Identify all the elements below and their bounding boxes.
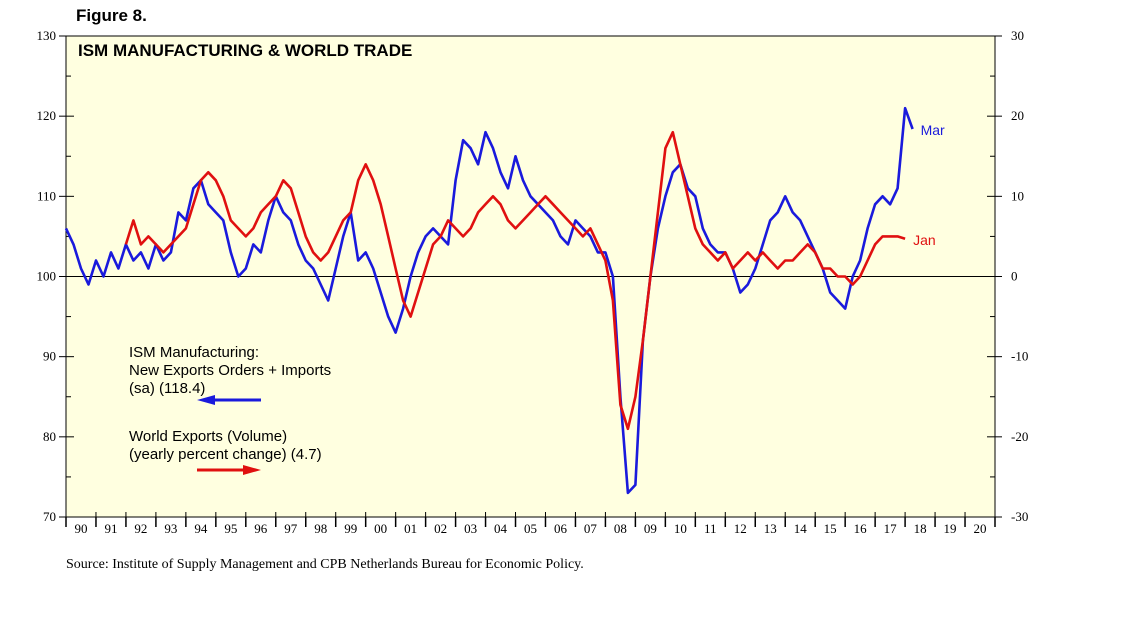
left-tick-label: 100 [37, 269, 57, 284]
x-tick-label: 14 [794, 521, 808, 536]
left-tick-label: 90 [43, 349, 56, 364]
ism-series-line [64, 106, 914, 495]
ism-end-label: Mar [921, 122, 945, 138]
left-tick-label: 110 [37, 188, 56, 203]
x-tick-label: 13 [764, 521, 777, 536]
figure-label: Figure 8. [76, 6, 147, 25]
x-tick-label: 19 [944, 521, 957, 536]
x-tick-label: 00 [374, 521, 387, 536]
chart-title: ISM MANUFACTURING & WORLD TRADE [78, 41, 412, 60]
x-tick-label: 08 [614, 521, 627, 536]
x-tick-label: 99 [344, 521, 357, 536]
left-tick-label: 70 [43, 509, 56, 524]
x-tick-label: 07 [584, 521, 598, 536]
x-tick-label: 95 [224, 521, 237, 536]
left-tick-label: 130 [37, 28, 57, 43]
x-tick-label: 04 [494, 521, 508, 536]
x-tick-label: 03 [464, 521, 477, 536]
x-tick-label: 11 [704, 521, 717, 536]
x-tick-label: 09 [644, 521, 657, 536]
source-note: Source: Institute of Supply Management a… [66, 557, 584, 572]
x-tick-label: 20 [974, 521, 987, 536]
right-tick-label: 30 [1011, 28, 1024, 43]
right-tick-label: 10 [1011, 188, 1024, 203]
x-tick-label: 18 [914, 521, 927, 536]
x-tick-label: 02 [434, 521, 447, 536]
world-exports-end-label: Jan [913, 232, 936, 248]
right-tick-label: -20 [1011, 429, 1028, 444]
right-tick-label: -30 [1011, 509, 1028, 524]
x-tick-label: 93 [164, 521, 177, 536]
x-tick-label: 12 [734, 521, 747, 536]
x-tick-label: 01 [404, 521, 417, 536]
x-tick-label: 98 [314, 521, 327, 536]
legend-arrowhead-left-icon [197, 395, 215, 405]
legend-arrowhead-right-icon [243, 465, 261, 475]
x-tick-label: 90 [74, 521, 87, 536]
left-tick-label: 80 [43, 429, 56, 444]
legend-text-line: (sa) (118.4) [129, 380, 205, 397]
legend-text-line: ISM Manufacturing: [129, 344, 259, 361]
x-tick-label: 17 [884, 521, 898, 536]
x-tick-label: 92 [134, 521, 147, 536]
x-tick-label: 10 [674, 521, 687, 536]
right-tick-label: 0 [1011, 269, 1018, 284]
x-tick-label: 91 [104, 521, 117, 536]
right-tick-label: 20 [1011, 108, 1024, 123]
legend-text-line: New Exports Orders + Imports [129, 362, 331, 379]
legend-text-line: World Exports (Volume) [129, 428, 287, 445]
x-tick-label: 05 [524, 521, 537, 536]
left-tick-label: 120 [37, 108, 57, 123]
right-tick-label: -10 [1011, 349, 1028, 364]
legend-text-line: (yearly percent change) (4.7) [129, 446, 322, 463]
x-tick-label: 96 [254, 521, 268, 536]
x-tick-label: 16 [854, 521, 868, 536]
x-tick-label: 15 [824, 521, 837, 536]
world-exports-series-line [124, 130, 906, 431]
x-tick-label: 97 [284, 521, 298, 536]
x-tick-label: 06 [554, 521, 568, 536]
x-tick-label: 94 [194, 521, 208, 536]
